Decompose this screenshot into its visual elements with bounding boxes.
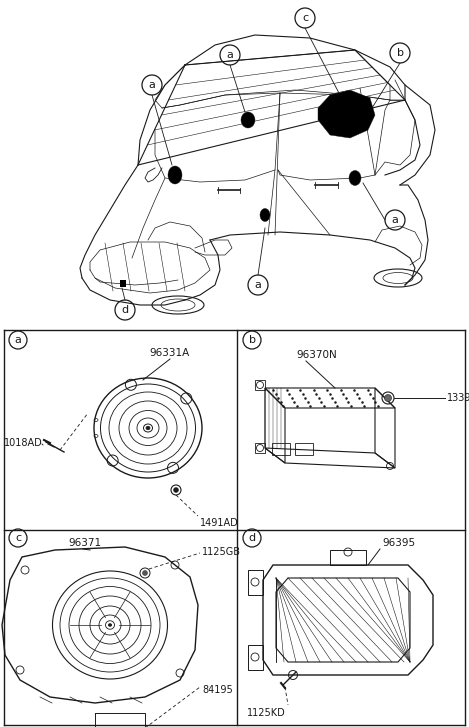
Text: 96331A: 96331A	[150, 348, 190, 358]
Ellipse shape	[108, 623, 112, 627]
Text: 1018AD: 1018AD	[4, 438, 43, 448]
Ellipse shape	[168, 166, 182, 184]
Text: 96370N: 96370N	[296, 350, 337, 360]
Ellipse shape	[349, 171, 361, 185]
Text: 1125KD: 1125KD	[247, 708, 286, 718]
Text: a: a	[15, 335, 22, 345]
Bar	[248, 570, 263, 595]
Circle shape	[143, 571, 147, 576]
Text: a: a	[227, 50, 234, 60]
Bar	[95, 713, 145, 727]
Circle shape	[385, 395, 392, 401]
Text: a: a	[255, 280, 261, 290]
Bar	[255, 380, 265, 390]
Polygon shape	[318, 90, 375, 138]
Bar	[255, 443, 265, 453]
Text: c: c	[302, 13, 308, 23]
Text: 1491AD: 1491AD	[200, 518, 239, 528]
Ellipse shape	[260, 209, 270, 222]
Text: b: b	[396, 48, 403, 58]
Bar	[295, 443, 313, 455]
Text: d: d	[121, 305, 129, 315]
Text: a: a	[392, 215, 399, 225]
Text: b: b	[249, 335, 256, 345]
Text: 1125GB: 1125GB	[202, 547, 241, 557]
Circle shape	[174, 488, 179, 492]
Bar	[330, 550, 366, 565]
Ellipse shape	[241, 112, 255, 128]
Bar	[272, 443, 290, 455]
Ellipse shape	[146, 426, 150, 430]
Text: a: a	[149, 80, 155, 90]
Text: 96371: 96371	[68, 538, 101, 548]
Text: c: c	[15, 533, 21, 543]
Text: 84195: 84195	[202, 685, 233, 695]
Text: d: d	[249, 533, 256, 543]
Bar	[120, 280, 126, 287]
Text: 96395: 96395	[382, 538, 415, 548]
Text: 1339CC: 1339CC	[447, 393, 469, 403]
Bar	[248, 645, 263, 670]
